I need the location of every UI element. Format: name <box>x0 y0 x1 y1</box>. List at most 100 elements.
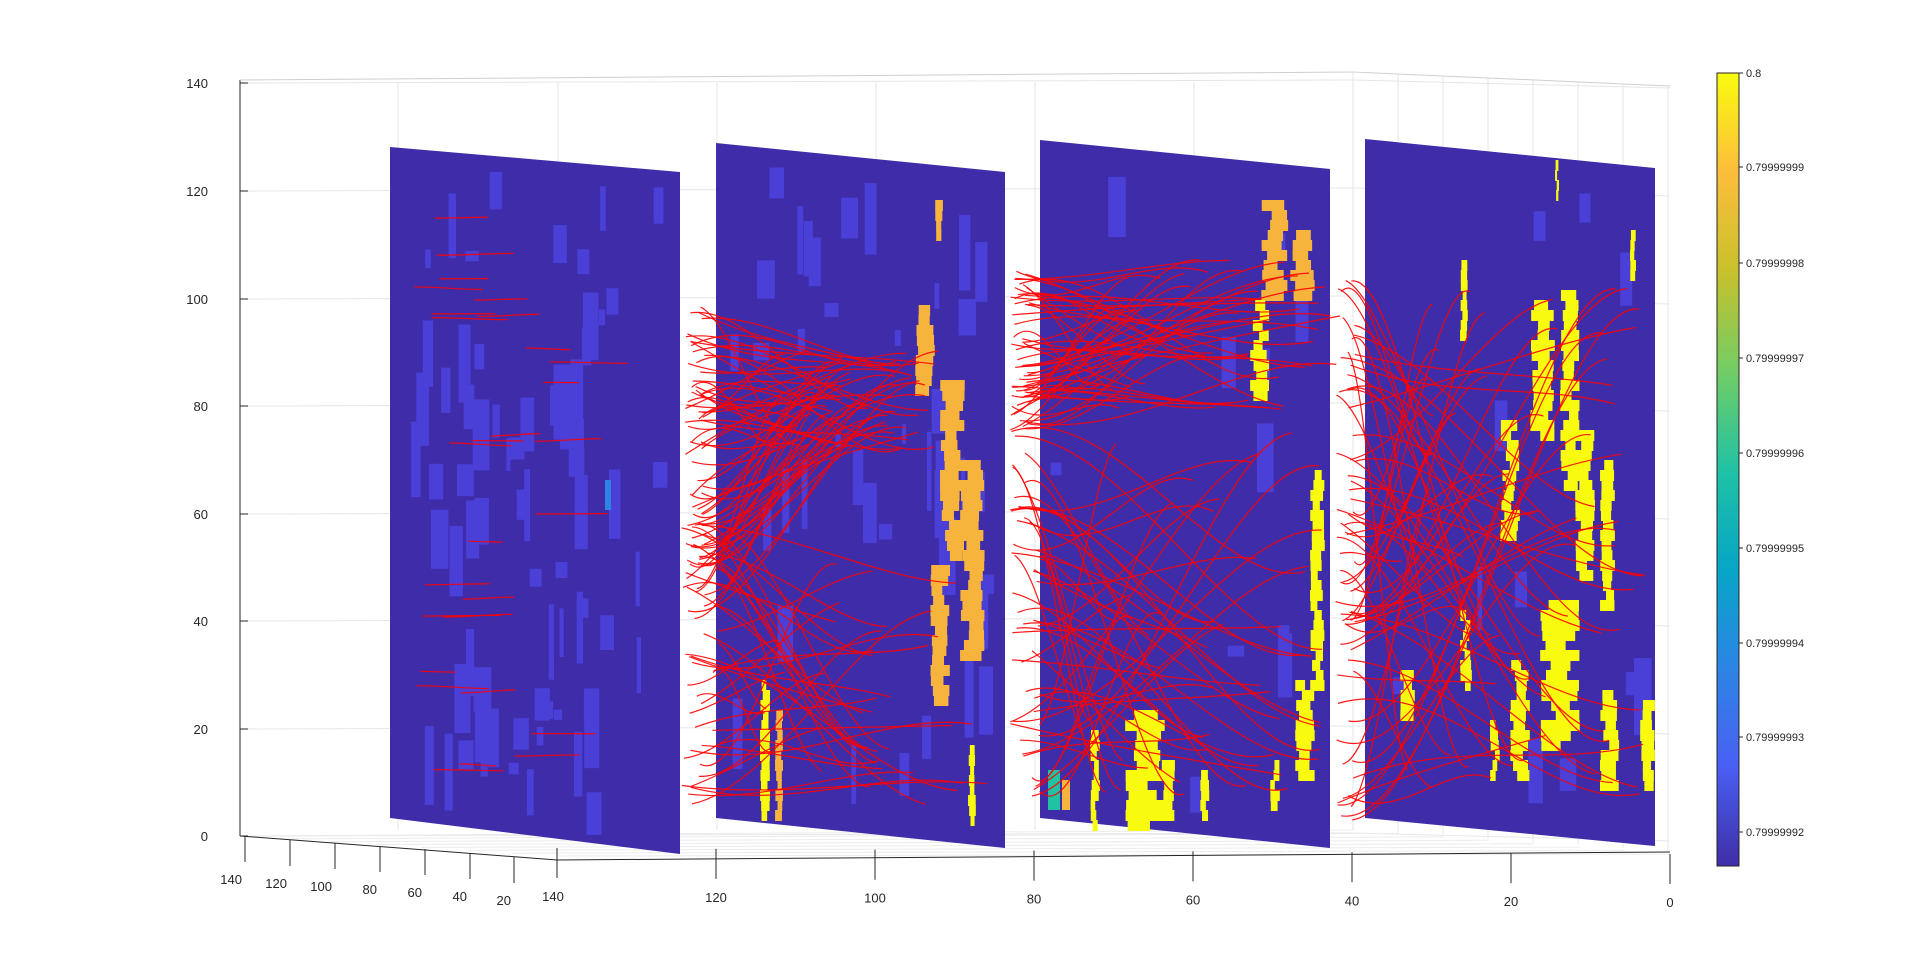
slice-patch <box>782 468 790 533</box>
streamline <box>691 727 821 787</box>
slice-patch <box>586 792 602 835</box>
streamline <box>687 362 907 375</box>
hot-region <box>1540 720 1580 731</box>
streamline <box>1346 385 1620 631</box>
streamline <box>717 642 767 710</box>
streamline <box>712 738 879 765</box>
colorbar: 0.8 0.79999999 0.79999998 0.79999997 0.79999… <box>1716 68 1804 867</box>
hot-region <box>1313 620 1324 631</box>
hot-region <box>1310 550 1322 561</box>
hot-region <box>1541 690 1578 701</box>
streamline <box>1014 259 1230 280</box>
hot-region <box>1540 610 1579 621</box>
streamline <box>701 317 901 365</box>
hot-region <box>1511 660 1522 671</box>
hot-region <box>1462 310 1468 321</box>
streamline <box>1033 619 1162 669</box>
streamline <box>1020 739 1148 769</box>
hot-region <box>1513 760 1528 771</box>
hot-region <box>1601 490 1615 501</box>
streamline <box>1350 303 1433 621</box>
streamline <box>1340 613 1641 711</box>
streamline <box>697 394 823 482</box>
hot-region <box>940 490 960 501</box>
streamline <box>1341 308 1640 817</box>
slice-patch <box>756 260 775 299</box>
slice-patch <box>980 574 994 594</box>
hot-region <box>1600 710 1617 721</box>
streamline <box>1010 452 1261 723</box>
hot-region <box>1202 810 1209 821</box>
slice-patch <box>1108 176 1126 238</box>
streamline <box>685 384 901 548</box>
hot-region <box>777 800 783 811</box>
hot-region <box>969 805 976 816</box>
streamline <box>1026 379 1232 405</box>
streamline <box>1336 394 1433 574</box>
streamline <box>1347 475 1604 732</box>
hot-region <box>1550 660 1571 671</box>
hot-region <box>1563 420 1580 431</box>
slice-patch <box>489 172 503 210</box>
hot-region <box>1090 810 1097 821</box>
hot-region <box>1312 660 1321 671</box>
hot-region <box>1630 270 1636 281</box>
slice-patch <box>548 604 554 680</box>
hot-region <box>1510 710 1526 721</box>
hot-region <box>966 540 981 551</box>
hot-region <box>1579 480 1593 491</box>
hot-region <box>1200 780 1210 791</box>
hot-region <box>1295 280 1315 291</box>
streamline <box>1336 508 1602 634</box>
streamline <box>1344 474 1493 538</box>
x-tick-label: 0 <box>1666 895 1673 910</box>
hot-region <box>1490 720 1496 731</box>
streamline <box>1339 551 1402 562</box>
hot-region <box>932 685 950 696</box>
hot-region <box>1560 430 1580 441</box>
streamline <box>1022 338 1313 367</box>
hot-region <box>1500 530 1517 541</box>
hot-region <box>1462 290 1467 301</box>
streamline <box>692 404 827 518</box>
hot-region <box>968 775 975 786</box>
hot-region <box>1464 650 1471 661</box>
colorbar-tick-label: 0.79999998 <box>1746 258 1804 270</box>
slice-patch <box>474 344 485 370</box>
slice-patch <box>797 206 804 275</box>
hot-region <box>1292 250 1309 261</box>
hot-region <box>935 200 943 211</box>
slice-patch <box>584 688 600 769</box>
slice-patch <box>1227 645 1245 657</box>
streamline <box>1023 733 1210 757</box>
hot-region <box>1490 730 1499 741</box>
streamline <box>686 394 890 409</box>
hot-region <box>1135 740 1158 751</box>
streamline <box>1348 326 1636 409</box>
x-axis-ticks: 0 20 40 60 80 100 120 140 <box>542 848 1674 910</box>
streamline <box>713 644 929 672</box>
hot-region <box>1548 600 1580 611</box>
slice-patch <box>1528 738 1543 804</box>
streamline <box>707 552 887 628</box>
y-tick-label: 100 <box>310 879 332 894</box>
streamline <box>1014 495 1246 787</box>
slice-patch <box>958 299 976 336</box>
hot-region <box>947 540 965 551</box>
hot-region <box>1642 770 1654 781</box>
hot-region <box>931 585 943 596</box>
hot-region <box>1563 320 1577 331</box>
streamline <box>1039 443 1117 726</box>
streamline <box>1021 594 1130 663</box>
slice-patch <box>577 249 590 275</box>
streamline <box>461 689 516 694</box>
hot-region <box>945 400 964 411</box>
hot-region <box>1270 780 1275 791</box>
hot-region <box>1563 350 1579 361</box>
hot-region <box>1133 750 1161 761</box>
streamline <box>1011 426 1306 574</box>
streamline <box>1039 683 1213 703</box>
hot-region <box>945 530 965 541</box>
slice-patch <box>600 186 606 231</box>
streamline <box>1011 508 1320 751</box>
